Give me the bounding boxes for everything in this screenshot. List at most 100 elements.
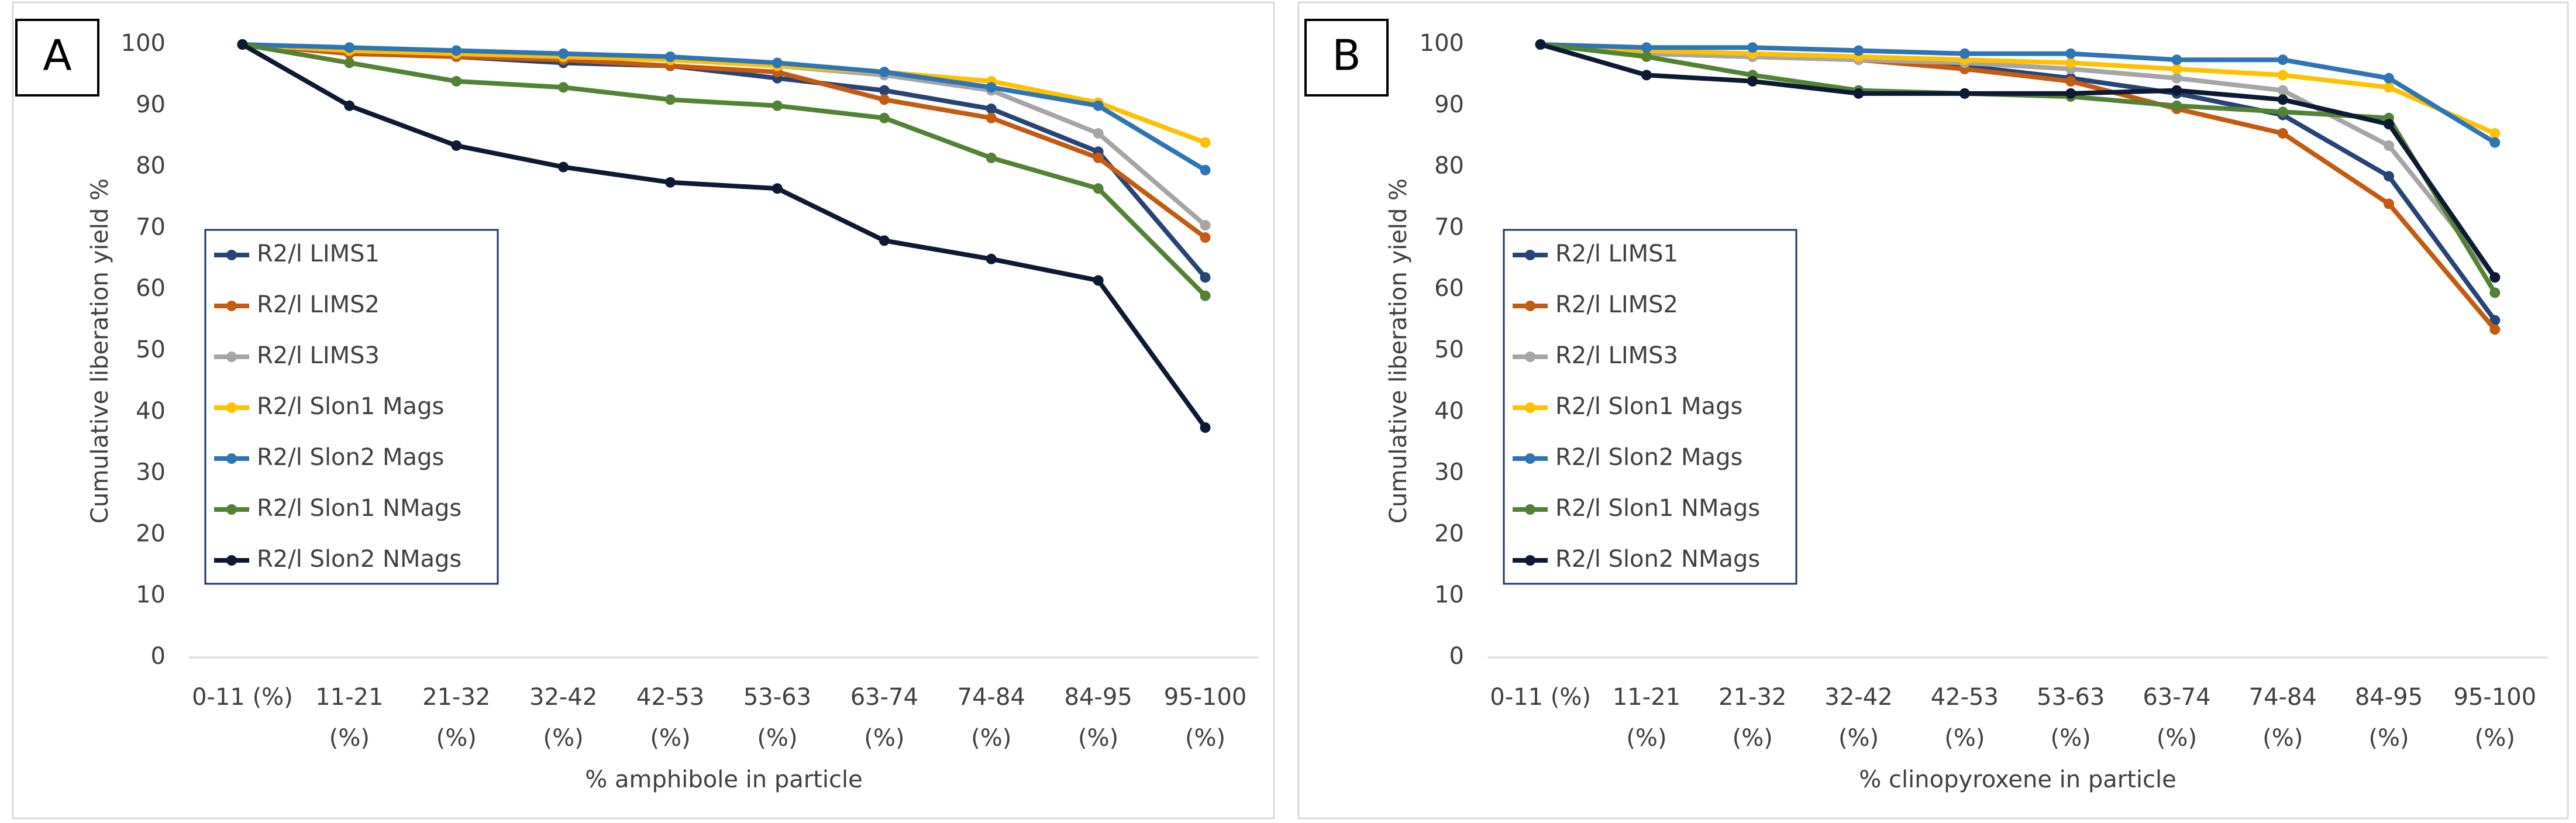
point bbox=[1093, 100, 1104, 111]
point bbox=[2489, 324, 2501, 335]
y-tick-label: 40 bbox=[1434, 398, 1464, 425]
point bbox=[558, 82, 569, 93]
point bbox=[2384, 171, 2395, 182]
x-tick-label: 32-42 (%) bbox=[529, 684, 597, 752]
legend-label: R2/l Slon1 NMags bbox=[257, 495, 462, 522]
point bbox=[879, 112, 890, 123]
legend-label: R2/l LIMS1 bbox=[1555, 240, 1678, 267]
point bbox=[344, 42, 355, 53]
legend-label: R2/l Slon2 Mags bbox=[1555, 444, 1742, 471]
series-line bbox=[1540, 42, 2497, 279]
y-axis-title: Cumulative liberation yield % bbox=[87, 178, 113, 524]
series-line bbox=[242, 42, 1206, 145]
y-tick-label: 30 bbox=[1434, 459, 1464, 486]
chart-frame bbox=[1297, 1, 2569, 819]
point bbox=[2384, 73, 2395, 84]
legend-label: R2/l Slon1 Mags bbox=[1555, 393, 1742, 420]
y-tick-label: 100 bbox=[1420, 30, 1464, 57]
legend-marker bbox=[226, 504, 237, 515]
point bbox=[772, 183, 783, 194]
x-tick-label: 63-74 (%) bbox=[2143, 684, 2210, 752]
point bbox=[2171, 100, 2182, 111]
series-line bbox=[242, 42, 1207, 173]
legend-label: R2/l LIMS3 bbox=[257, 342, 380, 369]
y-tick-label: 50 bbox=[136, 336, 166, 363]
series-line bbox=[242, 42, 1207, 240]
point bbox=[1853, 88, 1864, 99]
point bbox=[665, 51, 676, 62]
point bbox=[986, 112, 997, 123]
point bbox=[1747, 42, 1758, 53]
x-tick-label: 0-11 (%) bbox=[192, 684, 293, 711]
point bbox=[2065, 88, 2076, 99]
series-line bbox=[1540, 42, 2497, 279]
point bbox=[2277, 94, 2288, 105]
point bbox=[1200, 164, 1211, 175]
x-axis-title: % clinopyroxene in particle bbox=[1859, 766, 2176, 793]
x-tick-label: 21-32 (%) bbox=[1719, 684, 1786, 752]
y-tick-label: 100 bbox=[121, 30, 166, 57]
series-line bbox=[1540, 42, 2496, 136]
point bbox=[451, 75, 462, 87]
point bbox=[1641, 70, 1652, 81]
point bbox=[1093, 183, 1104, 194]
point bbox=[2277, 128, 2288, 139]
legend-marker bbox=[1525, 352, 1535, 362]
point bbox=[2065, 48, 2076, 59]
point bbox=[1535, 39, 1546, 50]
series-line bbox=[242, 42, 1207, 298]
point bbox=[2384, 140, 2395, 151]
y-tick-label: 40 bbox=[136, 398, 166, 425]
point bbox=[665, 94, 676, 105]
y-tick-label: 0 bbox=[151, 643, 166, 670]
panel-label: A bbox=[43, 31, 71, 80]
point bbox=[2065, 75, 2076, 87]
y-tick-label: 70 bbox=[1434, 214, 1464, 240]
x-tick-label: 84-95 (%) bbox=[2355, 684, 2423, 752]
point bbox=[2171, 63, 2182, 74]
point bbox=[1853, 45, 1864, 56]
x-tick-label: 42-53 (%) bbox=[636, 684, 704, 752]
point bbox=[2384, 198, 2395, 209]
point bbox=[2065, 57, 2076, 68]
point bbox=[879, 94, 890, 105]
y-tick-label: 30 bbox=[136, 459, 166, 486]
y-tick-label: 20 bbox=[136, 520, 166, 547]
x-tick-label: 11-21 (%) bbox=[315, 684, 383, 752]
series-line bbox=[241, 42, 1207, 429]
x-tick-label: 42-53 (%) bbox=[1931, 684, 1999, 752]
point bbox=[986, 104, 997, 115]
legend-label: R2/l Slon2 NMags bbox=[1555, 546, 1760, 573]
legend-box bbox=[1503, 229, 1797, 585]
point bbox=[2384, 119, 2395, 130]
y-tick-label: 0 bbox=[1449, 643, 1464, 670]
x-tick-label: 84-95 (%) bbox=[1065, 684, 1132, 752]
legend-marker bbox=[226, 352, 237, 362]
x-tick-label: 74-84 (%) bbox=[958, 684, 1025, 752]
point bbox=[2489, 128, 2501, 139]
point bbox=[986, 152, 997, 163]
legend-label: R2/l Slon2 Mags bbox=[257, 444, 444, 471]
point bbox=[2171, 85, 2182, 96]
legend-marker bbox=[226, 250, 237, 260]
x-axis-title: % amphibole in particle bbox=[585, 766, 862, 793]
point bbox=[1200, 422, 1211, 433]
legend-label: R2/l Slon1 Mags bbox=[257, 393, 444, 420]
point bbox=[344, 57, 355, 68]
y-tick-label: 60 bbox=[136, 275, 166, 302]
legend-marker bbox=[1525, 402, 1535, 413]
y-tick-label: 50 bbox=[1434, 336, 1464, 363]
series-line bbox=[1540, 42, 2496, 145]
point bbox=[2277, 54, 2288, 66]
legend-marker bbox=[1525, 301, 1535, 311]
point bbox=[665, 177, 676, 188]
point bbox=[1200, 137, 1211, 148]
point bbox=[2277, 106, 2288, 118]
point bbox=[1200, 220, 1211, 231]
point bbox=[879, 235, 890, 246]
panel-label: B bbox=[1332, 31, 1361, 80]
panel-label-box bbox=[15, 19, 99, 97]
point bbox=[1093, 128, 1104, 139]
point bbox=[1641, 42, 1652, 53]
